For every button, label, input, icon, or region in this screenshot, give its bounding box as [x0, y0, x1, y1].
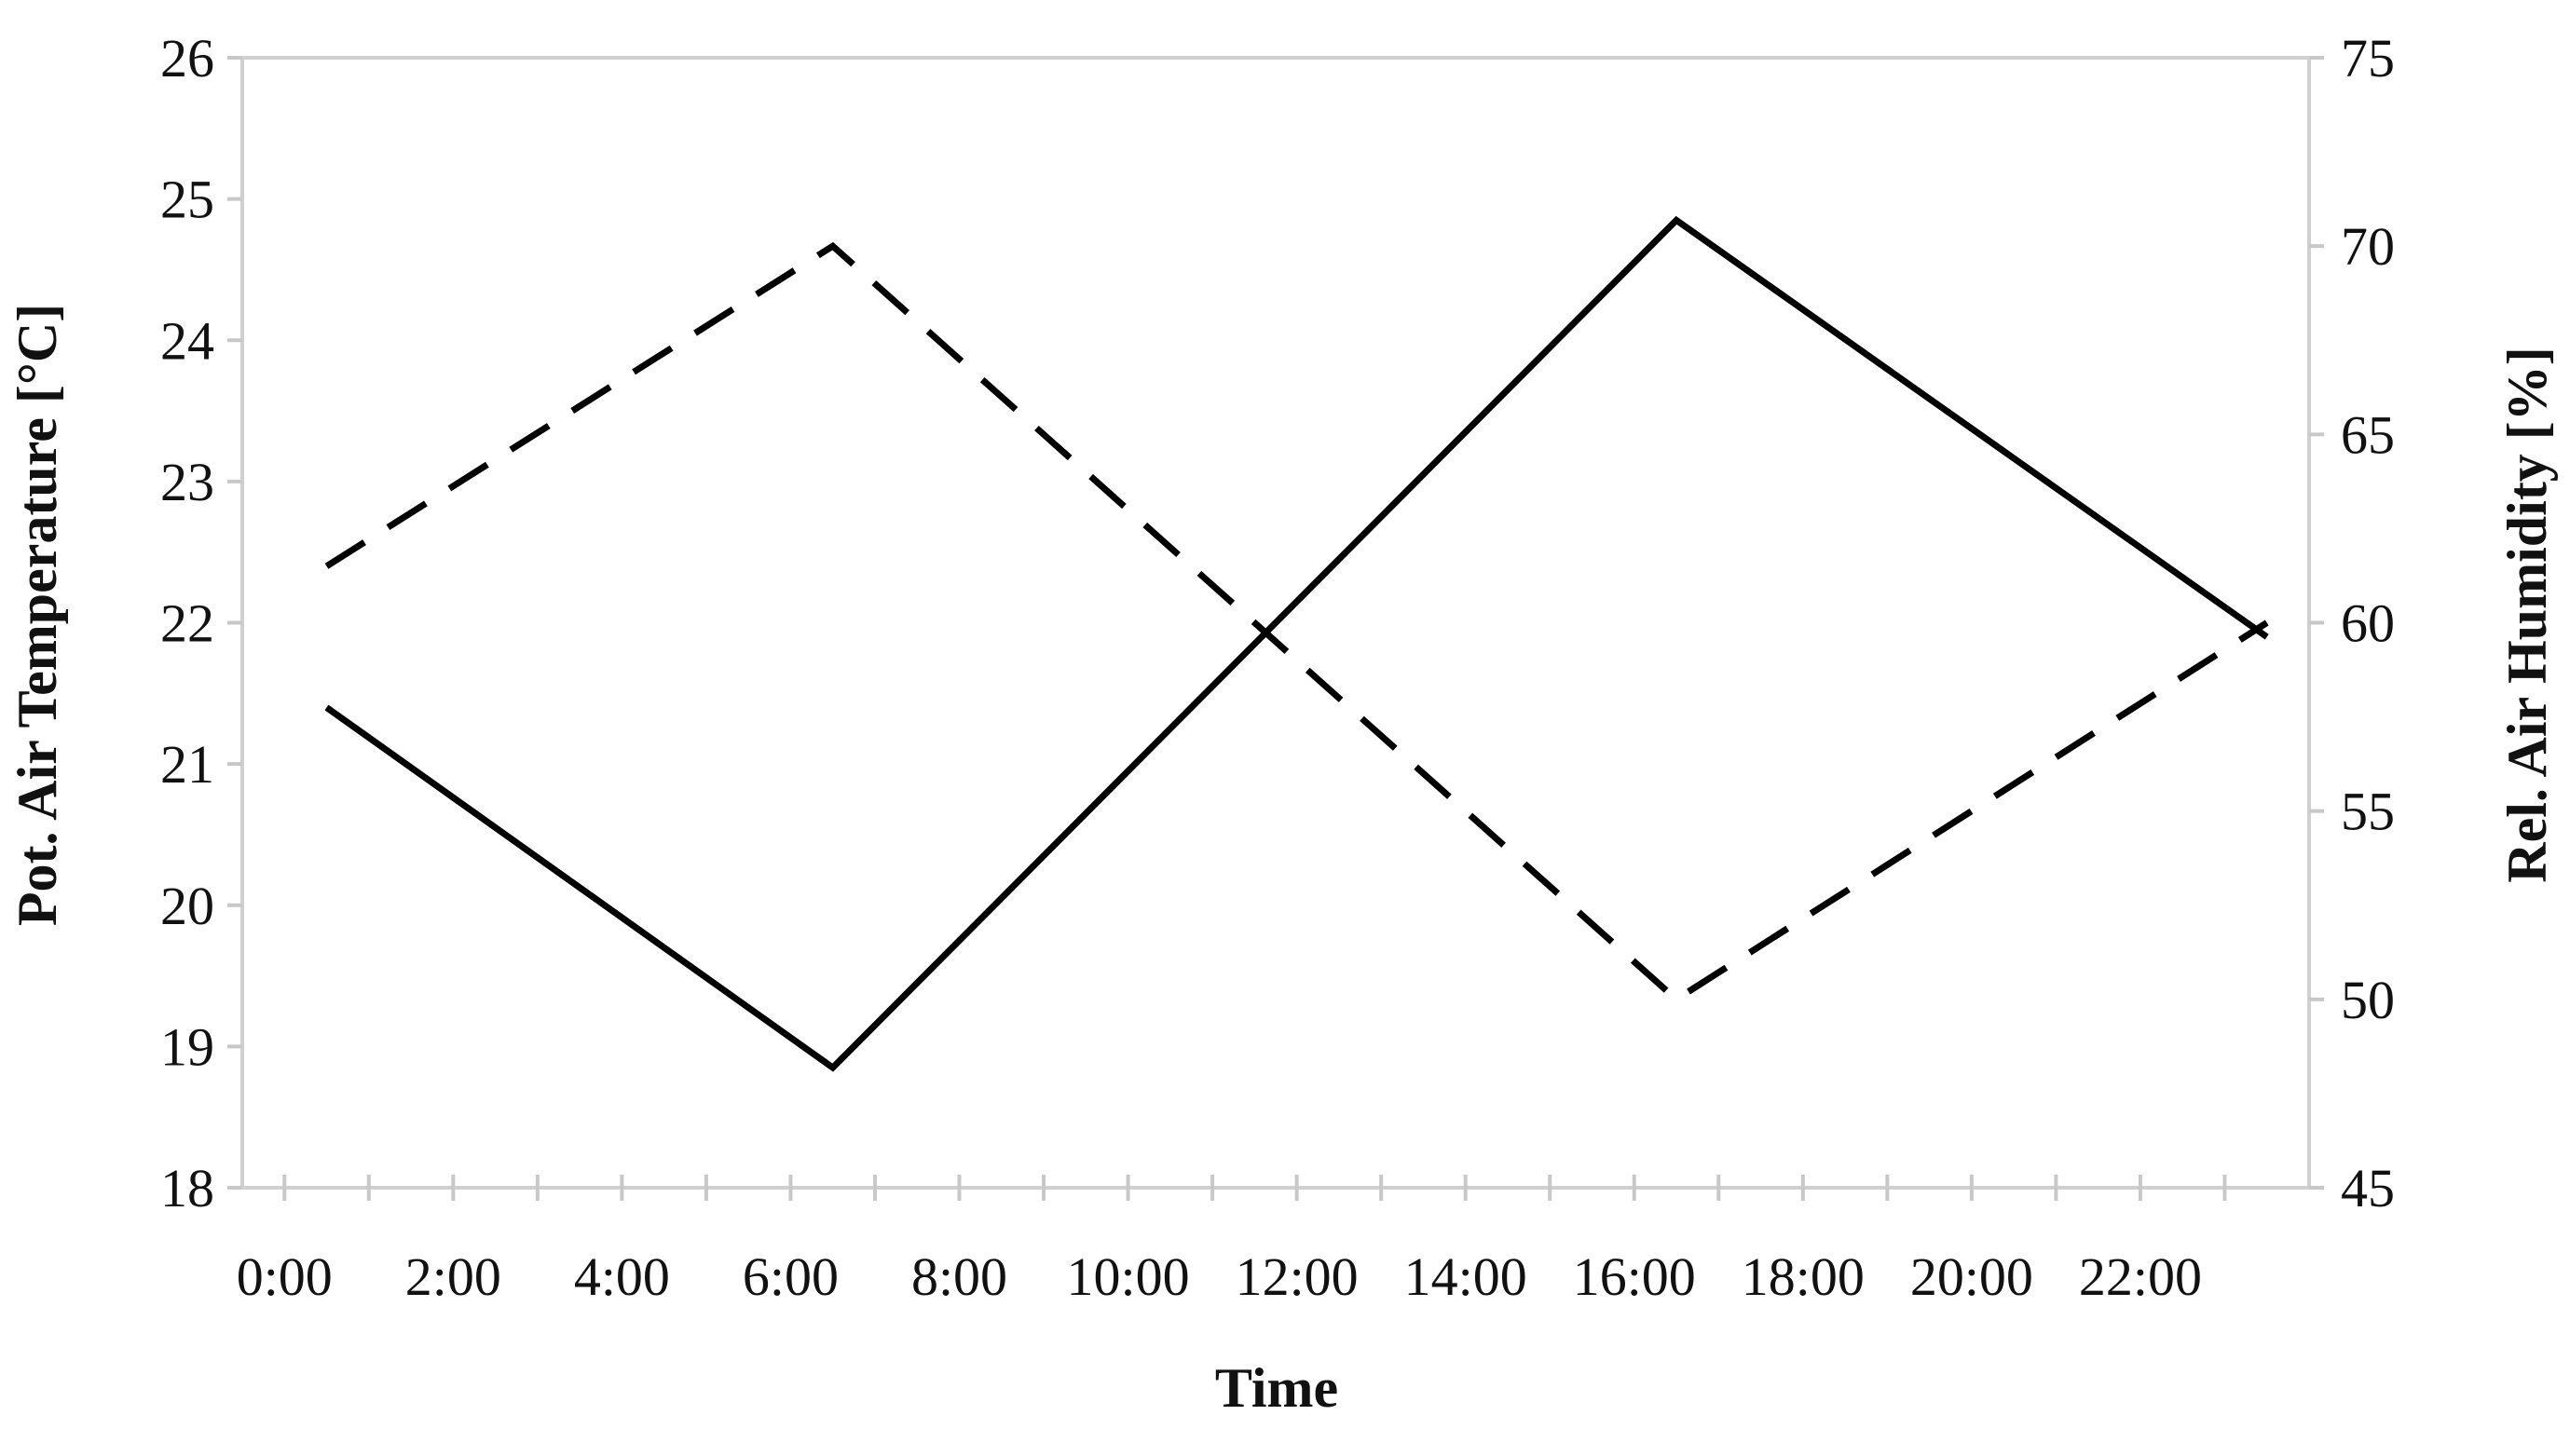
x-tick-label: 0:00	[237, 1246, 333, 1307]
x-tick-label: 20:00	[1910, 1246, 2033, 1307]
y-left-tick-label: 18	[160, 1158, 214, 1218]
y-left-tick-label: 23	[160, 452, 214, 512]
y-left-tick-label: 25	[160, 170, 214, 230]
x-tick-label: 8:00	[911, 1246, 1007, 1307]
x-tick-label: 14:00	[1404, 1246, 1527, 1307]
y-left-tick-label: 19	[160, 1016, 214, 1077]
x-tick-label: 6:00	[743, 1246, 839, 1307]
y-left-tick-label: 26	[160, 28, 214, 88]
y-left-tick-label: 22	[160, 593, 214, 654]
series-lines	[324, 215, 2269, 1072]
y-right-tick-label: 45	[2341, 1158, 2395, 1218]
x-axis-ticks: 0:00 2:00 4:00 6:00 8:00 10:00 12:00 14:00 16:00…	[237, 1175, 2227, 1307]
x-tick-label: 12:00	[1236, 1246, 1359, 1307]
y-left-tick-label: 21	[160, 734, 214, 795]
y-right-tick-label: 65	[2341, 404, 2395, 465]
y-left-tick-label: 24	[160, 310, 214, 371]
y-right-tick-label: 55	[2341, 782, 2395, 842]
y-right-tick-label: 60	[2341, 593, 2395, 654]
x-tick-label: 22:00	[2079, 1246, 2202, 1307]
x-tick-label: 10:00	[1067, 1246, 1190, 1307]
y-right-tick-label: 75	[2341, 28, 2395, 88]
y-axis-left-ticks: 18 19 20 21 22 23 24 25 26	[160, 28, 242, 1218]
temperature-series-line	[324, 215, 2269, 1072]
y-axis-right-title: Rel. Air Humidity [%]	[2496, 347, 2558, 883]
y-right-tick-label: 70	[2341, 216, 2395, 277]
y-axis-right-ticks: 45 50 55 60 65 70 75	[2309, 28, 2395, 1218]
x-tick-label: 4:00	[574, 1246, 670, 1307]
x-axis-title: Time	[1215, 1357, 1338, 1419]
x-tick-label: 18:00	[1742, 1246, 1865, 1307]
y-left-tick-label: 20	[160, 876, 214, 936]
x-tick-label: 2:00	[405, 1246, 501, 1307]
humidity-series-line	[324, 241, 2269, 1004]
x-tick-label: 16:00	[1573, 1246, 1696, 1307]
y-axis-left-title: Pot. Air Temperature [°C]	[7, 304, 68, 926]
y-right-tick-label: 50	[2341, 970, 2395, 1030]
